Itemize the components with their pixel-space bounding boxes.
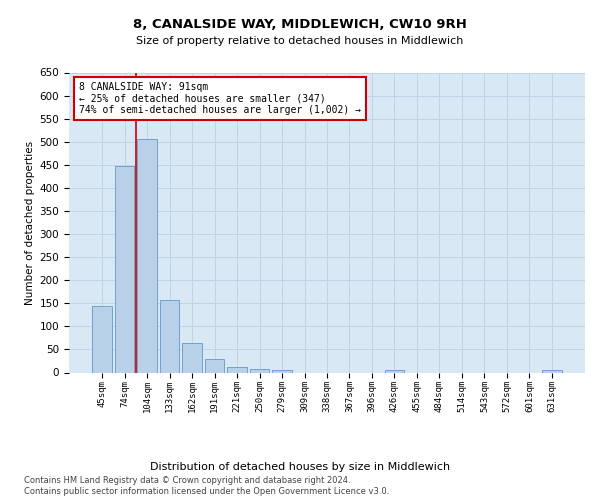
Bar [160, 300, 179, 372]
Y-axis label: Number of detached properties: Number of detached properties [25, 140, 35, 304]
Text: 8 CANALSIDE WAY: 91sqm
← 25% of detached houses are smaller (347)
74% of semi-de: 8 CANALSIDE WAY: 91sqm ← 25% of detached… [79, 82, 361, 114]
Text: Contains HM Land Registry data © Crown copyright and database right 2024.: Contains HM Land Registry data © Crown c… [24, 476, 350, 485]
Text: Contains public sector information licensed under the Open Government Licence v3: Contains public sector information licen… [24, 487, 389, 496]
Text: Size of property relative to detached houses in Middlewich: Size of property relative to detached ho… [136, 36, 464, 46]
Text: Distribution of detached houses by size in Middlewich: Distribution of detached houses by size … [150, 462, 450, 472]
Bar [182, 342, 202, 372]
Bar [115, 166, 134, 372]
Bar [137, 140, 157, 372]
Bar [250, 369, 269, 372]
Bar [272, 370, 292, 372]
Bar [205, 358, 224, 372]
Bar [227, 366, 247, 372]
Bar [385, 370, 404, 372]
Text: 8, CANALSIDE WAY, MIDDLEWICH, CW10 9RH: 8, CANALSIDE WAY, MIDDLEWICH, CW10 9RH [133, 18, 467, 30]
Bar [542, 370, 562, 372]
Bar [92, 306, 112, 372]
